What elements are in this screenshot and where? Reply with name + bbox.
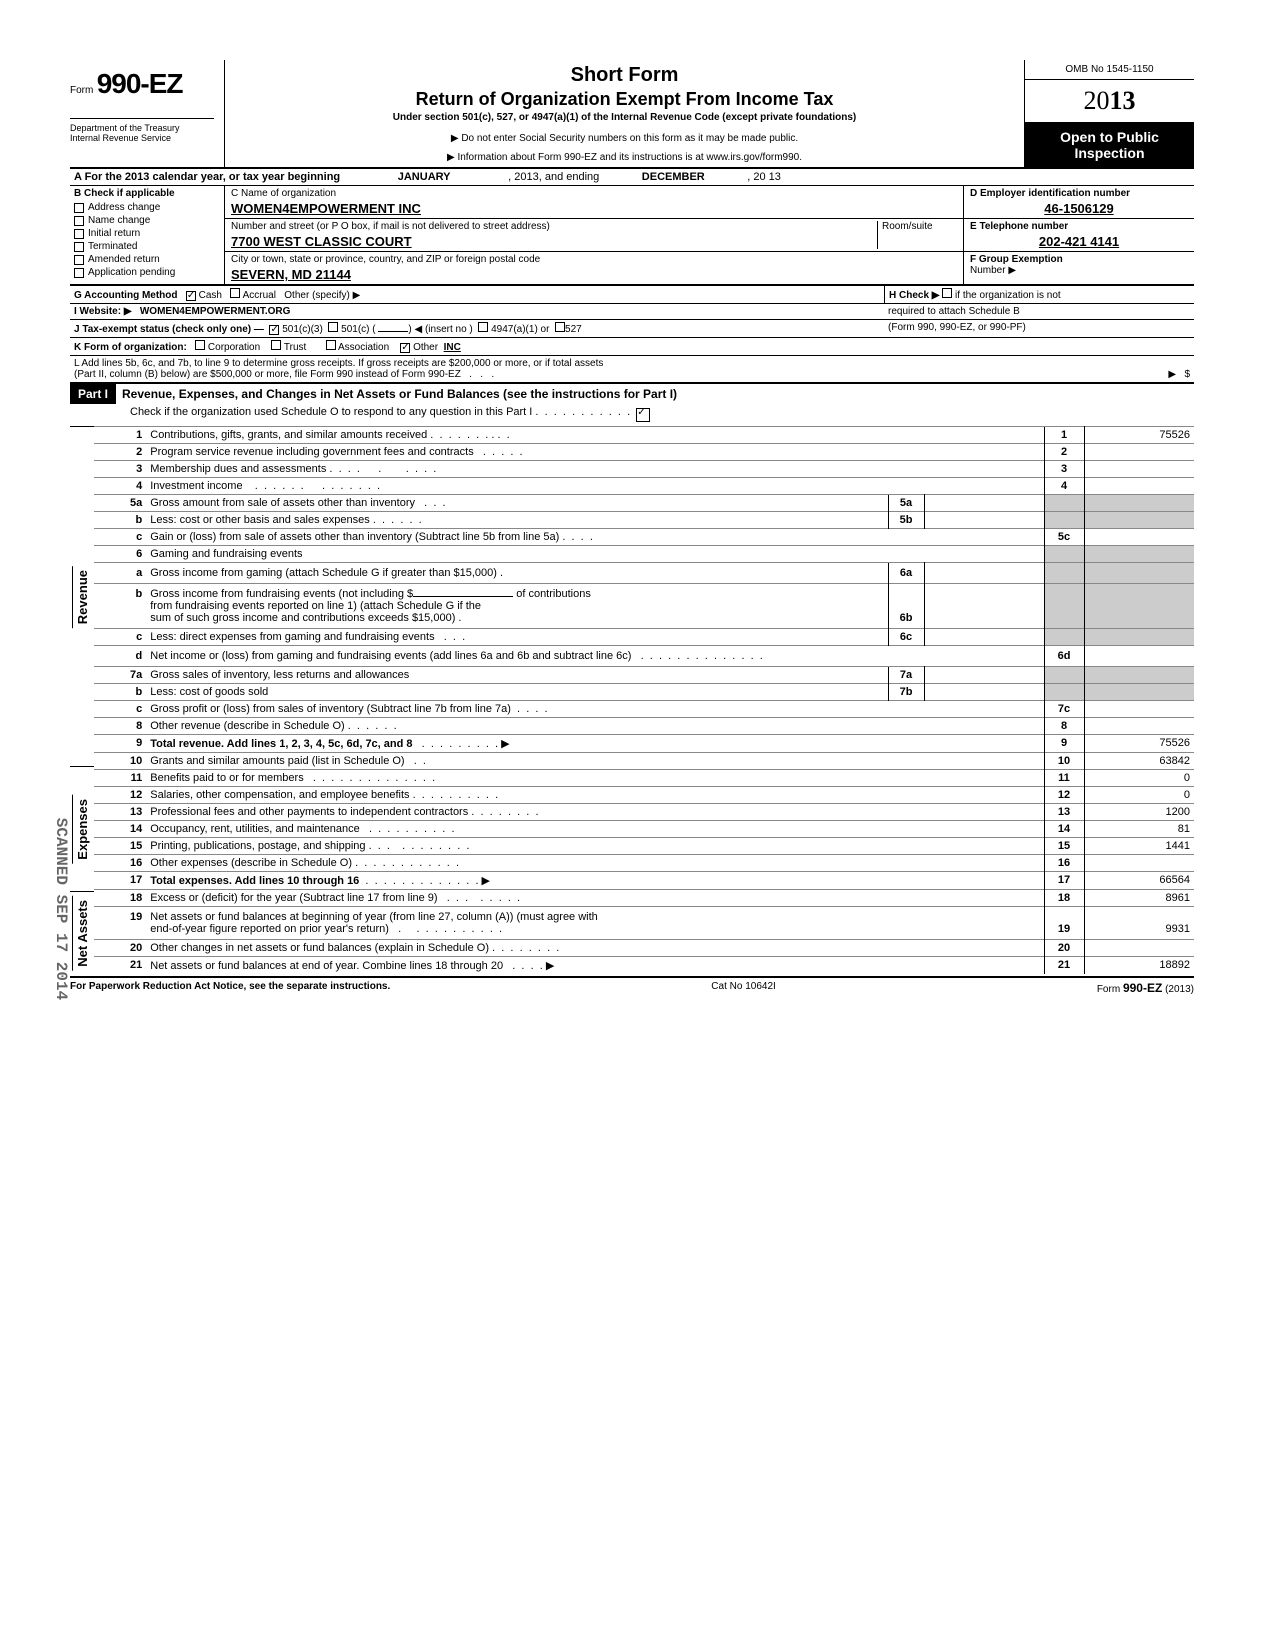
cell-c-name: C Name of organization WOMEN4EMPOWERMENT… <box>225 186 964 219</box>
checkbox-4947[interactable] <box>478 322 488 332</box>
open-public: Open to Public Inspection <box>1025 123 1194 167</box>
side-labels: Revenue Expenses Net Assets <box>70 426 94 974</box>
title-center: Short Form Return of Organization Exempt… <box>225 60 1024 167</box>
line-16: 16Other expenses (describe in Schedule O… <box>94 855 1194 872</box>
checkbox-schedule-o[interactable] <box>636 408 650 422</box>
line-5c: cGain or (loss) from sale of assets othe… <box>94 529 1194 546</box>
line-20: 20Other changes in net assets or fund ba… <box>94 940 1194 957</box>
line-21: 21Net assets or fund balances at end of … <box>94 957 1194 975</box>
line-7b: bLess: cost of goods sold7b <box>94 684 1194 701</box>
cell-address: Number and street (or P O box, if mail i… <box>225 219 964 252</box>
row-j-tax-exempt: J Tax-exempt status (check only one) — 5… <box>70 319 1194 337</box>
form-header: Form 990-EZ Department of the Treasury I… <box>70 60 1194 169</box>
part1-label: Part I <box>70 384 116 404</box>
checkbox-application-pending[interactable] <box>74 268 84 278</box>
checkbox-address-change[interactable] <box>74 203 84 213</box>
cell-d-ein: D Employer identification number 46-1506… <box>964 186 1194 219</box>
form-prefix: Form <box>70 85 93 96</box>
scanned-stamp: SCANNED SEP 17 2014 <box>52 818 70 1000</box>
short-form-title: Short Form <box>233 64 1016 87</box>
checkbox-amended-return[interactable] <box>74 255 84 265</box>
side-net-assets: Net Assets <box>72 896 92 971</box>
line-19: 19 Net assets or fund balances at beginn… <box>94 907 1194 940</box>
line-7c: cGross profit or (loss) from sales of in… <box>94 701 1194 718</box>
line-8: 8Other revenue (describe in Schedule O) … <box>94 718 1194 735</box>
page-footer: For Paperwork Reduction Act Notice, see … <box>70 976 1194 995</box>
line-6d: dNet income or (loss) from gaming and fu… <box>94 646 1194 667</box>
line-1: 1Contributions, gifts, grants, and simil… <box>94 427 1194 444</box>
line-11: 11Benefits paid to or for members . . . … <box>94 770 1194 787</box>
checkbox-assoc[interactable] <box>326 340 336 350</box>
checkbox-501c3[interactable] <box>269 325 279 335</box>
col-cdef: C Name of organization WOMEN4EMPOWERMENT… <box>225 186 1194 284</box>
row-k-org-form: K Form of organization: Corporation Trus… <box>70 337 1194 356</box>
line-18: 18Excess or (deficit) for the year (Subt… <box>94 890 1194 907</box>
checkbox-h[interactable] <box>942 288 952 298</box>
line-6: 6Gaming and fundraising events <box>94 546 1194 563</box>
checkbox-cash[interactable] <box>186 291 196 301</box>
line-13: 13Professional fees and other payments t… <box>94 804 1194 821</box>
line-14: 14Occupancy, rent, utilities, and mainte… <box>94 821 1194 838</box>
line-2: 2Program service revenue including gover… <box>94 444 1194 461</box>
lines-table: 1Contributions, gifts, grants, and simil… <box>94 426 1194 974</box>
part1-header: Part I Revenue, Expenses, and Changes in… <box>70 383 1194 404</box>
line-3: 3Membership dues and assessments . . . .… <box>94 461 1194 478</box>
line-6c: cLess: direct expenses from gaming and f… <box>94 629 1194 646</box>
form-number: 990-EZ <box>97 68 183 99</box>
treasury-dept: Department of the Treasury Internal Reve… <box>70 118 214 143</box>
tax-year: 2013 <box>1025 80 1194 123</box>
checkbox-initial-return[interactable] <box>74 229 84 239</box>
line-9: 9Total revenue. Add lines 1, 2, 3, 4, 5c… <box>94 735 1194 753</box>
line-17: 17Total expenses. Add lines 10 through 1… <box>94 872 1194 890</box>
row-i-website: I Website: ▶ WOMEN4EMPOWERMENT.ORG requi… <box>70 304 1194 319</box>
cell-e-phone: E Telephone number 202-421 4141 <box>964 219 1194 252</box>
instruction-2: ▶ Information about Form 990-EZ and its … <box>233 152 1016 163</box>
form-number-box: Form 990-EZ Department of the Treasury I… <box>70 60 225 167</box>
row-l-gross-receipts: L Add lines 5b, 6c, and 7b, to line 9 to… <box>70 356 1194 383</box>
checkbox-other-org[interactable] <box>400 343 410 353</box>
line-5b: bLess: cost or other basis and sales exp… <box>94 512 1194 529</box>
checkbox-trust[interactable] <box>271 340 281 350</box>
part1-check-text: Check if the organization used Schedule … <box>70 404 1194 426</box>
line-5a: 5aGross amount from sale of assets other… <box>94 495 1194 512</box>
checkbox-name-change[interactable] <box>74 216 84 226</box>
lines-grid: Revenue Expenses Net Assets 1Contributio… <box>70 426 1194 974</box>
row-a-calendar-year: A For the 2013 calendar year, or tax yea… <box>70 169 1194 186</box>
subtitle: Under section 501(c), 527, or 4947(a)(1)… <box>233 112 1016 123</box>
omb-number: OMB No 1545-1150 <box>1025 60 1194 80</box>
col-b-checkboxes: B Check if applicable Address change Nam… <box>70 186 225 284</box>
section-bcdef: B Check if applicable Address change Nam… <box>70 186 1194 286</box>
checkbox-accrual[interactable] <box>230 288 240 298</box>
line-6b: b Gross income from fundraising events (… <box>94 584 1194 629</box>
checkbox-corp[interactable] <box>195 340 205 350</box>
line-6a: aGross income from gaming (attach Schedu… <box>94 563 1194 584</box>
side-expenses: Expenses <box>72 795 92 864</box>
side-revenue: Revenue <box>72 566 92 628</box>
row-g-accounting: G Accounting Method Cash Accrual Other (… <box>70 286 1194 304</box>
line-10: 10Grants and similar amounts paid (list … <box>94 753 1194 770</box>
line-7a: 7aGross sales of inventory, less returns… <box>94 667 1194 684</box>
part1-title: Revenue, Expenses, and Changes in Net As… <box>116 384 683 404</box>
return-title: Return of Organization Exempt From Incom… <box>233 89 1016 110</box>
cell-f-group: F Group Exemption Number ▶ <box>964 252 1194 284</box>
right-header-box: OMB No 1545-1150 2013 Open to Public Ins… <box>1024 60 1194 167</box>
checkbox-527[interactable] <box>555 322 565 332</box>
checkbox-terminated[interactable] <box>74 242 84 252</box>
cell-city: City or town, state or province, country… <box>225 252 964 284</box>
line-12: 12Salaries, other compensation, and empl… <box>94 787 1194 804</box>
instruction-1: ▶ Do not enter Social Security numbers o… <box>233 133 1016 144</box>
line-15: 15Printing, publications, postage, and s… <box>94 838 1194 855</box>
checkbox-501c[interactable] <box>328 322 338 332</box>
line-4: 4Investment income . . . . . . . . . . .… <box>94 478 1194 495</box>
